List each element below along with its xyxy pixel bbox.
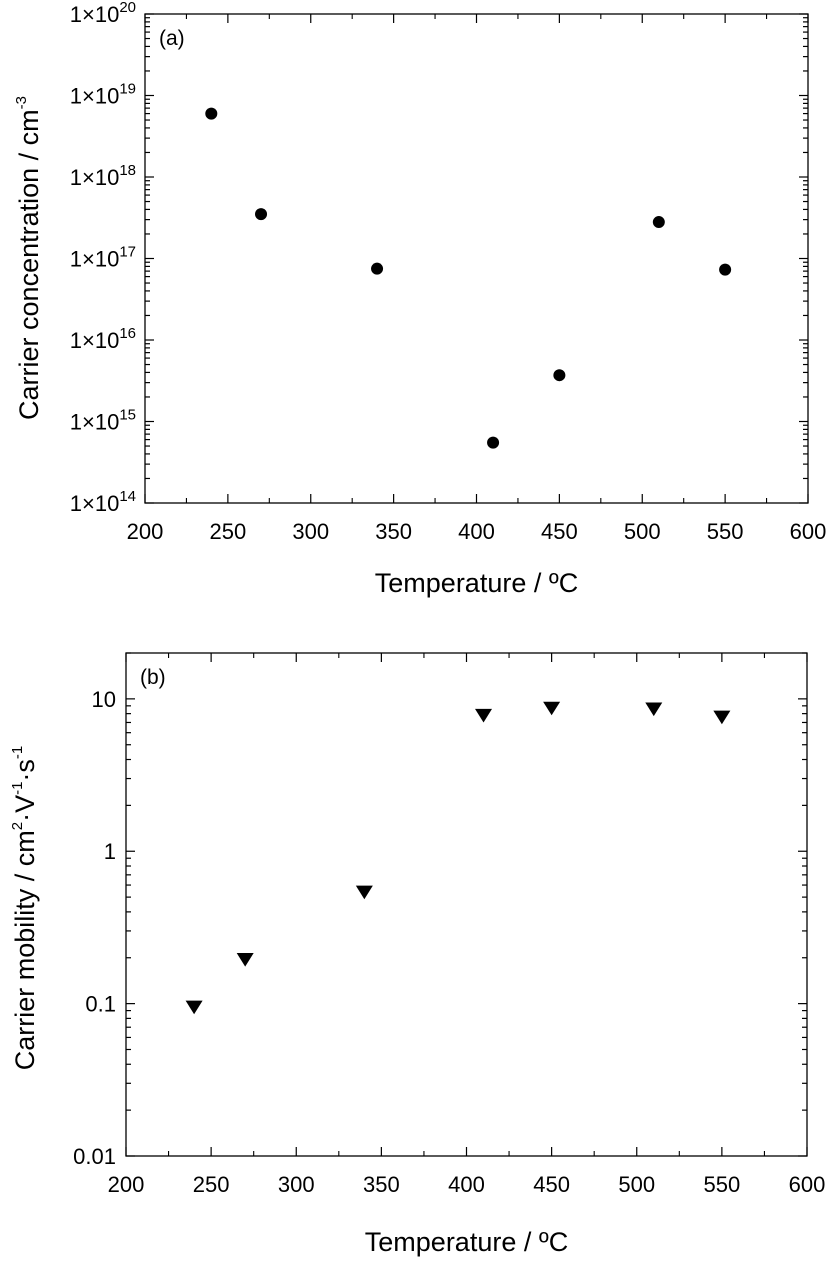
x-tick-label: 350 bbox=[363, 1172, 400, 1197]
data-point bbox=[475, 708, 493, 723]
data-point bbox=[543, 701, 561, 716]
plot-frame bbox=[125, 652, 808, 1157]
x-tick-label: 400 bbox=[448, 1172, 485, 1197]
x-tick-label: 300 bbox=[292, 519, 329, 544]
data-point bbox=[713, 710, 731, 725]
data-point bbox=[355, 885, 373, 900]
x-tick-label: 450 bbox=[541, 519, 578, 544]
panel-label: (a) bbox=[159, 27, 185, 50]
data-point bbox=[205, 107, 218, 120]
chart-panel-a: 200 250 300 350 400 450 500 550 600 Temperature /… bbox=[13, 0, 826, 598]
data-point bbox=[645, 702, 663, 717]
x-tick-label: 450 bbox=[533, 1172, 570, 1197]
x-tick-label: 500 bbox=[618, 1172, 655, 1197]
plot-frame bbox=[144, 13, 809, 504]
y-tick-label: 1×1017 bbox=[70, 244, 136, 272]
y-tick-label: 1×1018 bbox=[70, 162, 136, 190]
y-tick-label: 1×1020 bbox=[70, 0, 136, 27]
x-tick-label: 300 bbox=[278, 1172, 315, 1197]
y-tick-label: 10 bbox=[92, 687, 116, 712]
data-point bbox=[652, 216, 665, 229]
data-point bbox=[371, 262, 384, 275]
x-tick-label: 250 bbox=[210, 519, 247, 544]
y-axis-title: Carrier mobility / cm2·V-1·s-1 bbox=[9, 746, 40, 1071]
y-tick-label: 1×1015 bbox=[70, 407, 136, 435]
x-tick-label: 600 bbox=[789, 1172, 826, 1197]
data-point bbox=[255, 208, 268, 221]
x-tick-label: 250 bbox=[193, 1172, 230, 1197]
data-point bbox=[553, 369, 566, 382]
x-tick-label: 200 bbox=[108, 1172, 145, 1197]
data-point bbox=[236, 953, 254, 967]
y-tick-label: 1×1014 bbox=[70, 488, 136, 516]
x-axis-title: Temperature / ºC bbox=[375, 568, 578, 598]
data-point bbox=[185, 1000, 203, 1015]
x-tick-label: 550 bbox=[704, 1172, 741, 1197]
x-tick-label: 200 bbox=[127, 519, 164, 544]
data-point bbox=[487, 436, 500, 449]
y-tick-label: 1×1019 bbox=[70, 81, 136, 109]
x-tick-label: 400 bbox=[458, 519, 495, 544]
y-tick-label: 0.1 bbox=[85, 992, 116, 1017]
chart-panel-b: 200 250 300 350 400 450 500 550 600 Temperature /… bbox=[9, 652, 826, 1257]
x-tick-label: 550 bbox=[707, 519, 744, 544]
x-tick-label: 500 bbox=[624, 519, 661, 544]
x-tick-label: 600 bbox=[790, 519, 827, 544]
data-point bbox=[719, 263, 732, 276]
x-tick-label: 350 bbox=[375, 519, 412, 544]
y-tick-label: 0.01 bbox=[73, 1144, 116, 1169]
y-tick-label: 1 bbox=[104, 839, 116, 864]
panel-label: (b) bbox=[140, 666, 166, 689]
x-axis-title: Temperature / ºC bbox=[365, 1227, 568, 1257]
y-tick-label: 1×1016 bbox=[70, 325, 136, 353]
y-axis-title: Carrier concentration / cm-3 bbox=[13, 96, 44, 420]
